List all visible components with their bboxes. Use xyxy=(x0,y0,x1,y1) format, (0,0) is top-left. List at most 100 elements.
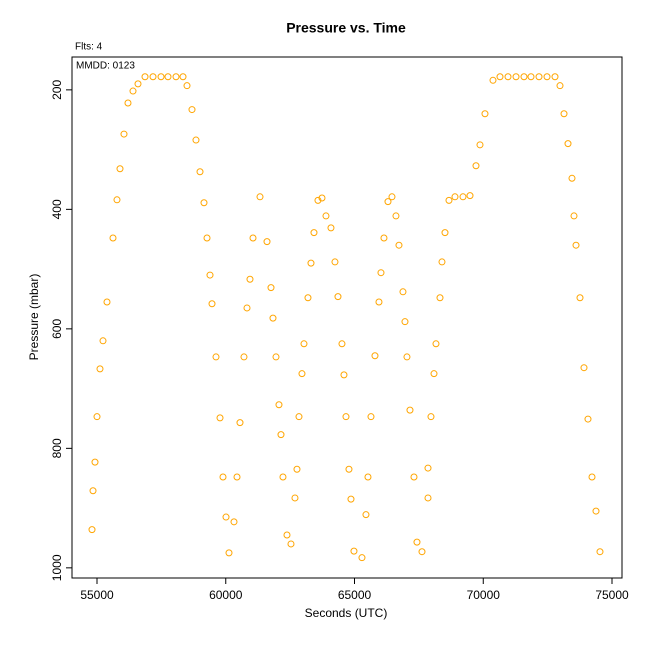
point xyxy=(267,284,275,292)
point xyxy=(441,229,449,237)
point xyxy=(300,340,308,348)
point xyxy=(395,241,403,249)
y-tick-label: 400 xyxy=(50,199,64,219)
point xyxy=(410,473,418,481)
point xyxy=(392,212,400,220)
point xyxy=(576,294,584,302)
point xyxy=(588,473,596,481)
point xyxy=(338,340,346,348)
annotation: MMDD: 0123 xyxy=(76,61,135,72)
point xyxy=(283,531,291,539)
point xyxy=(432,340,440,348)
point xyxy=(527,73,535,81)
point xyxy=(388,193,396,201)
point xyxy=(93,413,101,421)
y-tick-label: 800 xyxy=(50,438,64,458)
point xyxy=(236,419,244,427)
point xyxy=(476,141,484,149)
point xyxy=(572,241,580,249)
point xyxy=(141,73,149,81)
point xyxy=(371,352,379,360)
point xyxy=(208,300,216,308)
point xyxy=(222,513,230,521)
point xyxy=(334,293,342,301)
point xyxy=(401,318,409,326)
point xyxy=(200,199,208,207)
point xyxy=(172,73,180,81)
point xyxy=(116,165,124,173)
point xyxy=(216,414,224,422)
point xyxy=(293,465,301,473)
chart-title: Pressure vs. Time xyxy=(286,20,406,36)
point xyxy=(568,174,576,182)
point xyxy=(322,212,330,220)
point xyxy=(424,494,432,502)
point xyxy=(124,99,132,107)
point xyxy=(96,365,104,373)
point xyxy=(240,353,248,361)
point xyxy=(272,353,280,361)
point xyxy=(192,136,200,144)
point xyxy=(183,82,191,90)
point xyxy=(596,548,604,556)
point xyxy=(481,110,489,118)
point xyxy=(364,473,372,481)
point xyxy=(89,487,97,495)
point xyxy=(203,234,211,242)
point xyxy=(233,473,241,481)
y-tick-label: 200 xyxy=(50,80,64,100)
point xyxy=(277,431,285,439)
point xyxy=(287,540,295,548)
point xyxy=(430,370,438,378)
point xyxy=(472,162,480,170)
point xyxy=(377,269,385,277)
point xyxy=(249,234,257,242)
point xyxy=(570,212,578,220)
point xyxy=(358,554,366,562)
point xyxy=(196,168,204,176)
point xyxy=(459,193,467,201)
point xyxy=(551,73,559,81)
y-tick-label: 600 xyxy=(50,319,64,339)
point xyxy=(103,298,111,306)
point xyxy=(466,192,474,200)
point xyxy=(279,473,287,481)
point xyxy=(206,271,214,279)
point xyxy=(149,73,157,81)
point xyxy=(225,549,233,557)
point xyxy=(327,224,335,232)
point xyxy=(291,494,299,502)
point xyxy=(560,110,568,118)
point xyxy=(120,130,128,138)
point xyxy=(556,82,564,90)
point xyxy=(109,234,117,242)
point xyxy=(362,511,370,519)
point xyxy=(310,229,318,237)
point xyxy=(219,473,227,481)
point xyxy=(298,370,306,378)
point xyxy=(256,193,264,201)
point xyxy=(263,238,271,246)
point xyxy=(88,526,96,534)
point xyxy=(504,73,512,81)
annotation: Flts: 4 xyxy=(75,42,103,53)
x-axis-label: Seconds (UTC) xyxy=(305,606,388,620)
point xyxy=(331,258,339,266)
point xyxy=(564,140,572,148)
point xyxy=(413,538,421,546)
point xyxy=(269,314,277,322)
point xyxy=(275,401,283,409)
point xyxy=(347,495,355,503)
point xyxy=(304,294,312,302)
point xyxy=(424,464,432,472)
x-tick-label: 55000 xyxy=(80,588,114,602)
point xyxy=(436,294,444,302)
point xyxy=(179,73,187,81)
x-tick-label: 70000 xyxy=(467,588,501,602)
point xyxy=(438,258,446,266)
point xyxy=(188,106,196,114)
x-tick-label: 60000 xyxy=(209,588,243,602)
